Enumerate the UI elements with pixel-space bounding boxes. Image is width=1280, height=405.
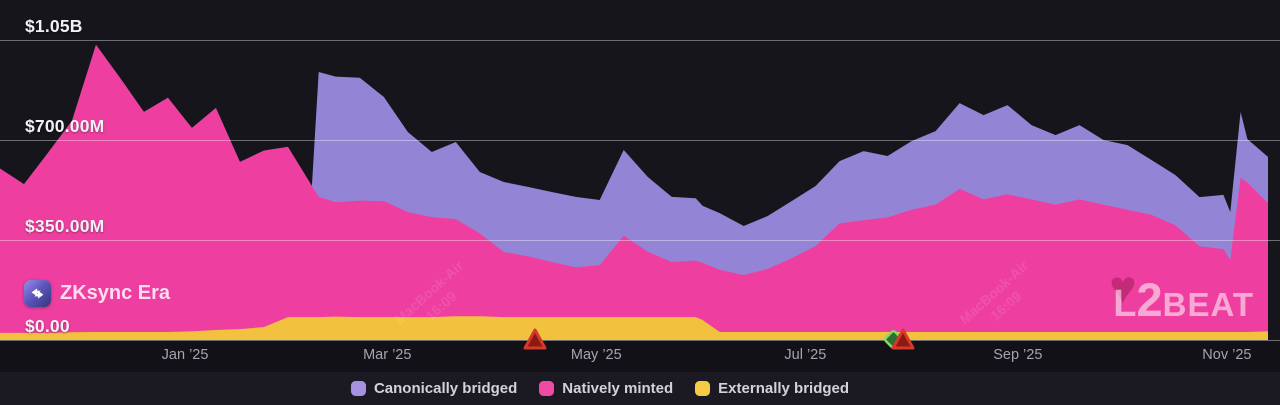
x-axis-label: Jan ’25: [161, 347, 209, 363]
stacked-area-series: [0, 44, 1268, 341]
plot-area[interactable]: $1.05B$700.00M$350.00M$0.00 MacBook-Air …: [0, 0, 1280, 341]
legend-swatch: [695, 381, 711, 396]
legend: Canonically bridged Natively minted Extern…: [350, 380, 849, 397]
y-axis-label: $0.00: [25, 316, 70, 336]
x-axis-label: Jul ’25: [784, 347, 827, 363]
y-axis-label: $350.00M: [25, 216, 105, 236]
l2beat-wordmark: L2BEAT: [1113, 273, 1254, 326]
x-axis-label: Sep ’25: [993, 347, 1043, 363]
legend-swatch: [539, 381, 555, 396]
milestone-marker-green-diamond-with-red-warning-triangle[interactable]: [883, 328, 923, 357]
legend-label: Canonically bridged: [373, 380, 518, 397]
zksync-logo-icon: [24, 280, 51, 307]
y-axis-label: $1.05B: [25, 16, 83, 36]
legend-band: Canonically bridged Natively minted Extern…: [0, 372, 1280, 405]
legend-swatch: [350, 381, 366, 396]
legend-label: Natively minted: [562, 380, 674, 397]
legend-item-externally-bridged[interactable]: Externally bridged: [695, 380, 849, 397]
project-name: ZKsync Era: [60, 282, 171, 304]
x-axis-label: May ’25: [570, 347, 622, 363]
legend-item-natively-minted[interactable]: Natively minted: [539, 380, 673, 397]
legend-label: Externally bridged: [718, 380, 850, 397]
area-externally-bridged[interactable]: [0, 316, 1268, 340]
area-natively-minted[interactable]: [0, 44, 1268, 341]
red-warning-triangle-icon: [523, 328, 547, 350]
l2beat-watermark: ♥ L2BEAT: [1109, 261, 1254, 326]
x-axis-band: Jan ’25 Mar ’25 May ’25 Jul ’25 Sep ’25 Nov ’…: [0, 341, 1280, 372]
y-axis-label: $700.00M: [25, 116, 105, 136]
x-axis-label: Mar ’25: [363, 347, 412, 363]
milestone-marker-red-warning-triangle[interactable]: [522, 328, 548, 357]
red-warning-triangle-icon: [891, 328, 915, 350]
zksync-era-badge: ZKsync Era: [24, 280, 170, 307]
heart-icon: ♥: [1109, 261, 1137, 313]
x-axis-label: Nov ’25: [1202, 347, 1252, 363]
legend-item-canonically-bridged[interactable]: Canonically bridged: [350, 380, 518, 397]
